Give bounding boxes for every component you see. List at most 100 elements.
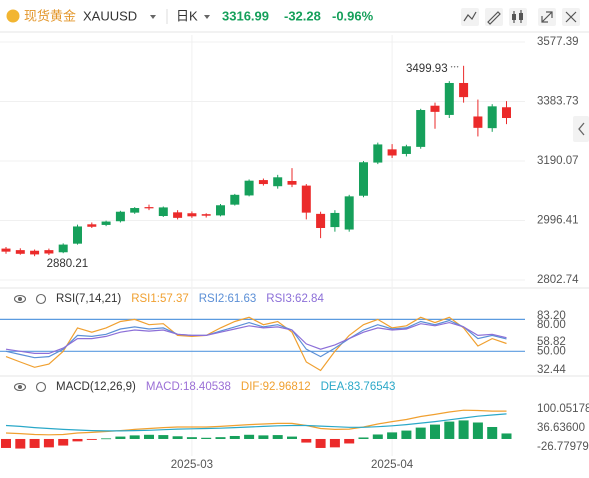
macd-bar <box>487 426 498 439</box>
y-tick-label: 58.82 <box>537 336 566 348</box>
macd-bar <box>201 437 212 439</box>
macd-controls <box>13 381 47 393</box>
x-tick-label: 2025-04 <box>371 459 414 471</box>
draw-icon <box>487 11 501 25</box>
symbol-icon <box>6 9 20 23</box>
settings-icon[interactable] <box>35 381 47 393</box>
price-change: -32.28 <box>284 8 321 23</box>
macd-bar <box>15 438 26 449</box>
macd-bar <box>58 438 69 446</box>
macd-bar <box>86 438 97 440</box>
macd-bar <box>315 438 326 448</box>
legend-entry: RSI3:62.84 <box>266 293 324 305</box>
macd-bar <box>115 436 126 439</box>
leader-dot <box>456 66 459 68</box>
dropdown-icon[interactable] <box>150 15 156 19</box>
candle-body <box>330 212 340 228</box>
candle-body <box>73 226 82 244</box>
macd-bar <box>129 435 140 439</box>
candle-body <box>130 208 140 213</box>
leader-dot <box>450 66 453 68</box>
legend-entry: MACD:18.40538 <box>146 381 231 393</box>
candle-body <box>473 116 483 128</box>
candle-body <box>1 248 11 252</box>
candle-body <box>258 180 268 185</box>
y-tick-label: 3577.39 <box>537 36 579 48</box>
leader-dot <box>453 66 456 68</box>
indicator-line <box>5 321 507 354</box>
candle-body <box>401 146 411 154</box>
macd-bar <box>272 435 283 439</box>
candle-body <box>373 144 383 163</box>
macd-bar <box>158 435 169 439</box>
side-panel-toggle[interactable] <box>573 116 589 142</box>
chart-type-icon <box>519 13 523 20</box>
chevron-icon <box>578 122 585 136</box>
macd-bar <box>458 420 469 439</box>
candle-body <box>30 250 40 255</box>
macd-bar <box>287 436 297 439</box>
candle-body <box>87 224 97 227</box>
y-tick-label: 36.63600 <box>537 422 585 434</box>
candle-body <box>444 82 454 115</box>
indicator-line <box>5 413 507 432</box>
macd-bar <box>244 434 255 439</box>
candle-body <box>287 180 297 185</box>
macd-bar <box>372 434 383 439</box>
macd-bar <box>430 424 440 439</box>
macd-bar <box>444 421 455 439</box>
candle-body <box>316 213 326 228</box>
candle-body <box>216 205 225 216</box>
settings-icon[interactable] <box>35 293 47 305</box>
macd-bar <box>358 437 369 439</box>
y-tick-label: 80.00 <box>537 319 566 331</box>
macd-bar <box>29 438 40 448</box>
y-tick-label: 32.44 <box>537 364 566 376</box>
candle-body <box>487 106 497 129</box>
period[interactable]: 日K <box>176 8 198 23</box>
y-tick-label: 50.00 <box>537 345 566 357</box>
candle-body <box>187 213 197 217</box>
symbol-name: 现货黄金 <box>24 8 76 23</box>
macd-bar <box>144 434 154 439</box>
candle-body <box>273 177 283 187</box>
candle-body <box>101 221 111 225</box>
macd-bar <box>215 437 226 439</box>
symbol[interactable]: XAUUSD <box>83 8 137 23</box>
price-change-pct: -0.96% <box>332 8 374 23</box>
macd-bar <box>72 438 83 442</box>
macd-bar <box>1 438 11 448</box>
candle-body <box>430 105 440 112</box>
candle-body <box>158 207 168 217</box>
y-tick-label: 83.20 <box>537 310 566 322</box>
macd-bar <box>186 437 197 439</box>
legend-entry: RSI1:57.37 <box>131 293 189 305</box>
dropdown-icon[interactable] <box>204 15 210 19</box>
candle-body <box>58 244 68 253</box>
visibility-icon <box>17 384 23 390</box>
candle-body <box>230 194 240 205</box>
macd-bar <box>329 438 340 448</box>
chart-type-icon <box>512 14 516 20</box>
chart-type-button[interactable] <box>509 8 527 26</box>
y-tick-label: 100.05178 <box>537 403 589 415</box>
draw-button[interactable] <box>485 8 503 26</box>
visibility-icon[interactable] <box>13 382 27 392</box>
indicator-line <box>5 409 507 436</box>
y-tick-label: 3190.07 <box>537 155 579 167</box>
macd-bar <box>401 430 412 439</box>
visibility-icon[interactable] <box>13 294 27 304</box>
price: 3316.99 <box>222 8 269 23</box>
rsi-controls <box>13 293 47 305</box>
candle-body <box>244 180 254 196</box>
legend-entry: DIF:92.96812 <box>241 381 311 393</box>
high-label: 3499.93 <box>406 63 448 75</box>
indicator-line <box>5 319 507 359</box>
y-tick-label: 2996.41 <box>537 215 579 227</box>
candle-body <box>387 149 397 156</box>
macd-bar <box>172 436 183 439</box>
candle-body <box>15 250 25 254</box>
macd-bar <box>43 438 54 448</box>
candle-body <box>173 212 183 218</box>
candle-body <box>344 196 354 230</box>
